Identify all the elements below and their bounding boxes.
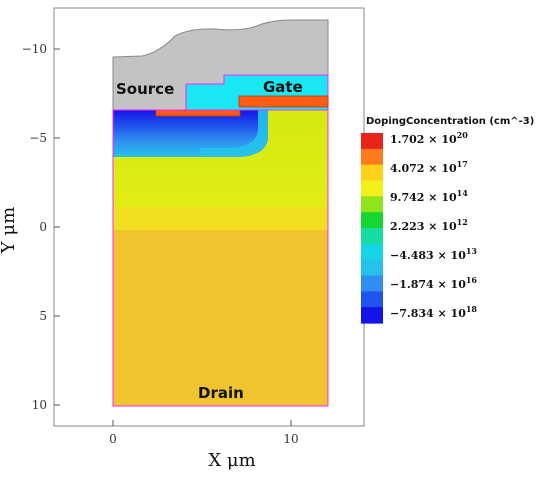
legend-color-swatch [361, 180, 383, 197]
legend-exponent: 20 [457, 130, 469, 140]
legend-label: 2.223 × 1012 [390, 217, 468, 233]
source-label: Source [116, 80, 174, 98]
legend-mantissa: −4.483 × 10 [390, 249, 466, 262]
legend-label: 1.702 × 1020 [390, 130, 468, 146]
legend-color-swatch [361, 243, 383, 261]
p-well-region [113, 110, 268, 157]
gate-label: Gate [263, 78, 303, 96]
device-cross-section [112, 19, 329, 407]
legend-color-swatch [361, 291, 383, 308]
legend-mantissa: 2.223 × 10 [390, 220, 457, 233]
legend-color-swatch [361, 307, 383, 324]
legend-mantissa: 9.742 × 10 [390, 191, 457, 204]
legend-label: −7.834 × 1018 [390, 304, 477, 320]
source-n-plus-region [155, 109, 241, 117]
legend-label: −1.874 × 1016 [390, 275, 477, 291]
y-axis-title: Y μm [0, 207, 19, 254]
legend-label: −4.483 × 1013 [390, 246, 477, 262]
legend-color-swatch [361, 133, 383, 150]
legend-exponent: 12 [457, 217, 468, 227]
legend-color-swatch [361, 164, 383, 182]
legend-exponent: 17 [457, 159, 468, 169]
color-legend: DopingConcentration (cm^-3) 1.702 × 1020… [361, 116, 534, 324]
legend-mantissa: 4.072 × 10 [390, 162, 457, 175]
legend-exponent: 16 [466, 275, 478, 285]
gate-poly-region [238, 95, 329, 108]
y-axis: −10 −5 0 5 10 Y μm [0, 42, 60, 412]
x-tick-label: 10 [283, 432, 298, 446]
metal-contact-region [112, 19, 329, 111]
drift-region [113, 230, 328, 406]
x-axis: 0 10 X μm [109, 420, 299, 471]
legend-color-swatch [361, 275, 383, 292]
legend-color-swatch [361, 212, 383, 229]
y-tick-label: 0 [39, 220, 47, 234]
legend-exponent: 18 [466, 304, 478, 314]
legend-label: 4.072 × 1017 [390, 159, 468, 175]
legend-title: DopingConcentration (cm^-3) [366, 116, 534, 127]
y-tick-label: 5 [39, 309, 47, 323]
transition-band [113, 207, 328, 230]
legend-exponent: 13 [466, 246, 478, 256]
legend-mantissa: 1.702 × 10 [390, 133, 457, 146]
x-axis-title: X μm [208, 450, 255, 471]
legend-color-swatch [361, 259, 383, 277]
legend-color-swatch [361, 228, 383, 245]
x-tick-label: 0 [109, 432, 117, 446]
y-tick-label: −10 [22, 42, 47, 56]
drain-label: Drain [198, 384, 244, 402]
y-tick-label: 10 [32, 398, 47, 412]
legend-colorbar [361, 133, 383, 324]
legend-mantissa: −7.834 × 10 [390, 307, 466, 320]
legend-labels: 1.702 × 1020 4.072 × 1017 9.742 × 1014 2.22… [390, 130, 477, 320]
legend-color-swatch [361, 148, 383, 166]
legend-mantissa: −1.874 × 10 [390, 278, 466, 291]
legend-exponent: 14 [457, 188, 469, 198]
legend-color-swatch [361, 196, 383, 213]
legend-label: 9.742 × 1014 [390, 188, 468, 204]
y-tick-label: −5 [29, 131, 47, 145]
p-well-outer-band [200, 110, 268, 157]
